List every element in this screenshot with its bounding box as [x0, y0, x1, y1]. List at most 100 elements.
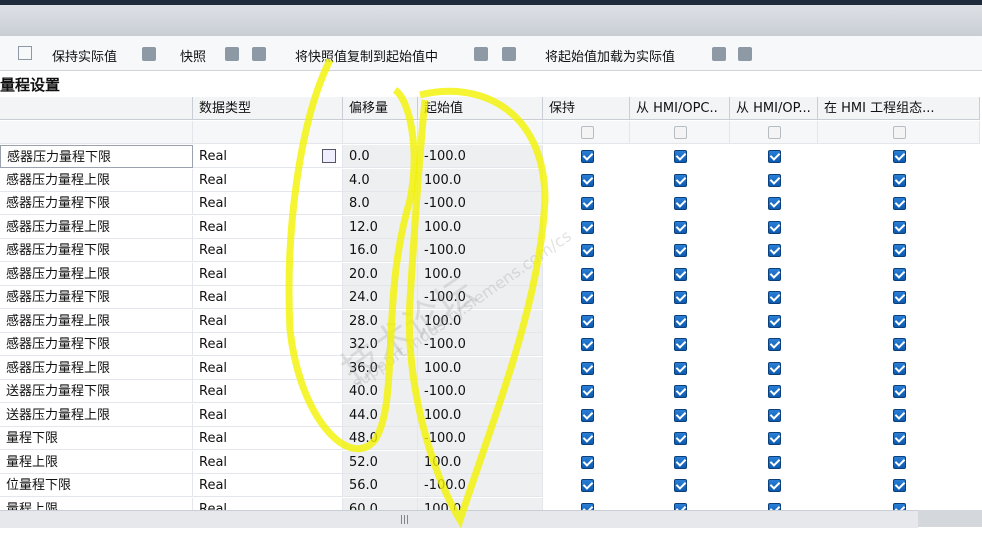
- variable-name[interactable]: 感器压力量程下限: [0, 192, 193, 215]
- toolbar-button[interactable]: 将起始值加载为实际值: [545, 50, 676, 65]
- variable-name[interactable]: 感器压力量程上限: [0, 168, 193, 192]
- checkbox[interactable]: [893, 244, 906, 257]
- column-header[interactable]: 从 HMI/OP...: [730, 97, 818, 120]
- start-value[interactable]: 100.0: [418, 262, 543, 286]
- checkbox[interactable]: [580, 385, 594, 398]
- start-value[interactable]: -100.0: [418, 286, 543, 309]
- toolbar-icon[interactable]: [225, 47, 239, 61]
- checkbox[interactable]: [893, 408, 906, 422]
- checkbox[interactable]: [580, 197, 594, 210]
- checkbox[interactable]: [768, 173, 781, 187]
- checkbox[interactable]: [580, 220, 594, 234]
- variable-name[interactable]: 量程上限: [0, 450, 193, 474]
- toolbar-icon[interactable]: [474, 47, 488, 61]
- checkbox[interactable]: [768, 361, 781, 375]
- data-type[interactable]: Real: [193, 262, 343, 286]
- checkbox[interactable]: [893, 150, 906, 163]
- variable-name[interactable]: 感器压力量程上限: [0, 262, 193, 286]
- checkbox[interactable]: [893, 385, 906, 398]
- checkbox[interactable]: [768, 432, 781, 445]
- checkbox[interactable]: [768, 267, 781, 281]
- checkbox[interactable]: [893, 455, 906, 469]
- checkbox[interactable]: [893, 432, 906, 445]
- checkbox[interactable]: [674, 291, 687, 304]
- toolbar-icon[interactable]: [502, 47, 516, 61]
- data-type[interactable]: Real: [193, 380, 343, 403]
- checkbox[interactable]: [674, 455, 687, 469]
- column-header[interactable]: 从 HMI/OPC..: [630, 97, 730, 120]
- checkbox[interactable]: [674, 126, 687, 139]
- data-type[interactable]: Real: [193, 286, 343, 309]
- checkbox[interactable]: [674, 479, 687, 492]
- start-value[interactable]: 100.0: [418, 168, 543, 192]
- checkbox[interactable]: [768, 455, 781, 469]
- checkbox[interactable]: [674, 385, 687, 398]
- toolbar-icon[interactable]: [252, 47, 266, 61]
- data-type[interactable]: Real: [193, 356, 343, 380]
- checkbox[interactable]: [674, 267, 687, 281]
- checkbox[interactable]: [768, 244, 781, 257]
- column-header[interactable]: 保持: [543, 97, 630, 120]
- checkbox[interactable]: [674, 173, 687, 187]
- checkbox[interactable]: [580, 291, 594, 304]
- start-value[interactable]: -100.0: [418, 380, 543, 403]
- start-value[interactable]: -100.0: [418, 333, 543, 356]
- checkbox[interactable]: [768, 479, 781, 492]
- variable-name[interactable]: 感器压力量程下限: [0, 286, 193, 309]
- start-value[interactable]: -100.0: [418, 474, 543, 497]
- checkbox[interactable]: [893, 197, 906, 210]
- variable-name[interactable]: 感器压力量程下限: [0, 145, 193, 168]
- checkbox[interactable]: [893, 479, 906, 492]
- variable-name[interactable]: 感器压力量程上限: [0, 309, 193, 333]
- checkbox[interactable]: [768, 291, 781, 304]
- checkbox[interactable]: [768, 385, 781, 398]
- variable-name[interactable]: 送器压力量程上限: [0, 403, 193, 427]
- data-type[interactable]: Real: [193, 309, 343, 333]
- checkbox[interactable]: [580, 455, 594, 469]
- checkbox[interactable]: [768, 126, 781, 139]
- data-type[interactable]: Real: [193, 215, 343, 239]
- toolbar-button[interactable]: 快照: [180, 50, 207, 65]
- toolbar-icon[interactable]: [712, 47, 726, 61]
- data-type[interactable]: Real: [193, 333, 343, 356]
- checkbox[interactable]: [674, 244, 687, 257]
- data-type[interactable]: Real: [193, 192, 343, 215]
- variable-name[interactable]: 送器压力量程下限: [0, 380, 193, 403]
- toolbar-icon[interactable]: [142, 47, 156, 61]
- checkbox[interactable]: [580, 361, 594, 375]
- column-header[interactable]: 在 HMI 工程组态...: [818, 97, 980, 120]
- checkbox[interactable]: [893, 338, 906, 351]
- checkbox[interactable]: [580, 126, 594, 139]
- checkbox[interactable]: [580, 338, 594, 351]
- variable-name[interactable]: 感器压力量程上限: [0, 356, 193, 380]
- checkbox[interactable]: [768, 408, 781, 422]
- data-type[interactable]: Real: [193, 239, 343, 262]
- column-header[interactable]: 偏移量: [343, 97, 418, 120]
- start-value[interactable]: -100.0: [418, 145, 543, 168]
- variable-name[interactable]: 感器压力量程上限: [0, 215, 193, 239]
- checkbox[interactable]: [580, 244, 594, 257]
- checkbox[interactable]: [580, 432, 594, 445]
- toolbar-button[interactable]: 保持实际值: [52, 50, 118, 65]
- checkbox[interactable]: [674, 432, 687, 445]
- start-value[interactable]: -100.0: [418, 192, 543, 215]
- checkbox[interactable]: [893, 291, 906, 304]
- checkbox[interactable]: [580, 267, 594, 281]
- checkbox[interactable]: [674, 220, 687, 234]
- checkbox[interactable]: [768, 150, 781, 163]
- checkbox[interactable]: [674, 150, 687, 163]
- checkbox[interactable]: [674, 197, 687, 210]
- variable-name[interactable]: 量程下限: [0, 427, 193, 450]
- data-type[interactable]: Real: [193, 145, 343, 168]
- start-value[interactable]: 100.0: [418, 403, 543, 427]
- dropdown-icon[interactable]: [322, 149, 336, 163]
- checkbox[interactable]: [893, 220, 906, 234]
- data-type[interactable]: Real: [193, 403, 343, 427]
- checkbox[interactable]: [580, 479, 594, 492]
- column-header[interactable]: 数据类型: [193, 97, 343, 120]
- checkbox[interactable]: [893, 173, 906, 187]
- checkbox[interactable]: [674, 338, 687, 351]
- checkbox[interactable]: [768, 314, 781, 328]
- checkbox[interactable]: [580, 408, 594, 422]
- checkbox[interactable]: [893, 126, 906, 139]
